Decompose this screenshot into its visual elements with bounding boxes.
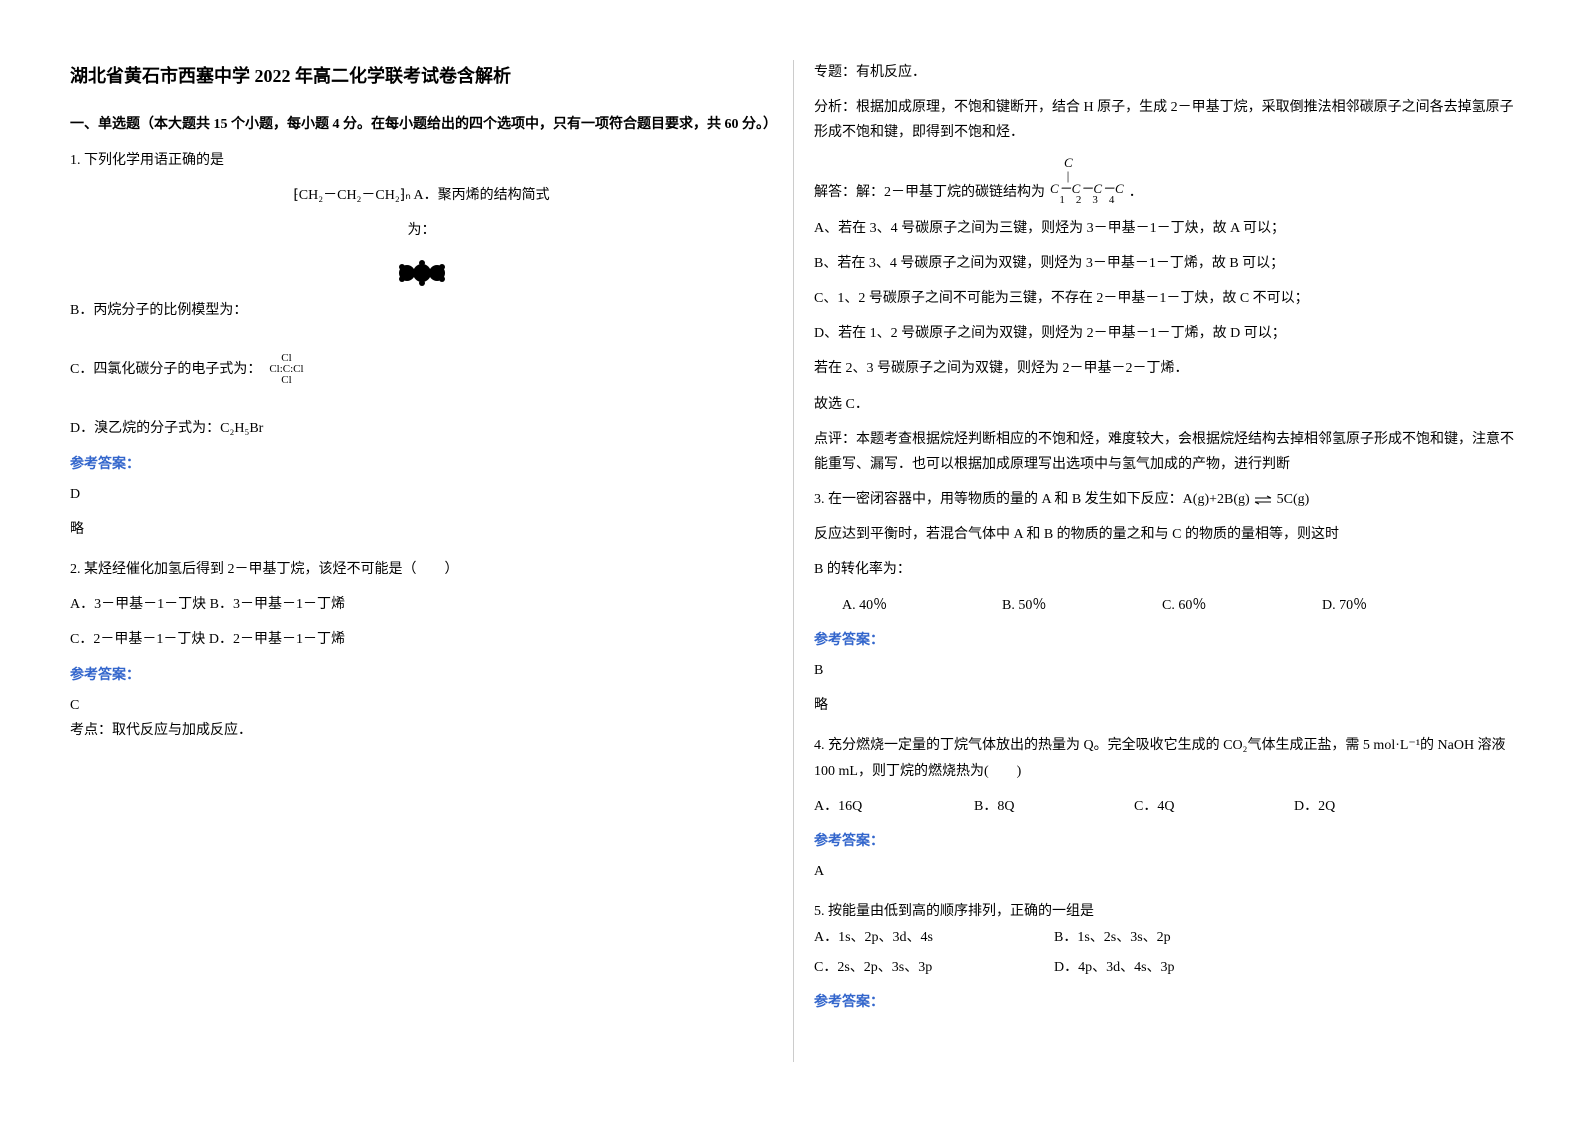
q4-answer-label: 参考答案：: [814, 829, 1517, 854]
q1-opt-b: B．丙烷分子的比例模型为：: [70, 298, 773, 323]
q5-answer-label: 参考答案：: [814, 990, 1517, 1015]
q3-explain: 略: [814, 693, 1517, 718]
q2-solve-row: 解答：解：2－甲基丁烷的碳链结构为 C | C－C－C－C 1 2 3 4 ．: [814, 156, 1517, 206]
q3-stem-l3: B 的转化率为：: [814, 557, 1517, 582]
q1-stem: 1. 下列化学用语正确的是: [70, 148, 773, 173]
q3-stem-l2: 反应达到平衡时，若混合气体中 A 和 B 的物质的量之和与 C 的物质的量相等，…: [814, 522, 1517, 547]
q5-opt-a: A．1s、2p、3d、4s: [814, 925, 1014, 950]
question-2: 2. 某烃经催化加氢后得到 2－甲基丁烷，该烃不可能是（ ） A．3－甲基－1－…: [70, 557, 773, 743]
q2-solve-prefix: 解答：解：2－甲基丁烷的碳链结构为: [814, 180, 1045, 205]
q3-opt-c: C. 60％: [1162, 593, 1282, 618]
q1-answer-label: 参考答案：: [70, 452, 773, 477]
q5-opts-cd: C．2s、2p、3s、3p D．4p、3d、4s、3p: [814, 955, 1517, 980]
propane-model-icon: [392, 253, 452, 293]
q1-opt-d: D．溴乙烷的分子式为：C₂H₅Br: [70, 416, 773, 441]
q4-options: A．16Q B．8Q C．4Q D．2Q: [814, 794, 1517, 819]
q5-stem: 5. 按能量由低到高的顺序排列，正确的一组是: [814, 899, 1517, 924]
chain-top: C: [1050, 156, 1124, 169]
q3-stem-p2: 5C(g): [1277, 492, 1310, 507]
q2-sol-extra: 若在 2、3 号碳原子之间为双键，则烃为 2－甲基－2－丁烯．: [814, 356, 1517, 381]
q1-model-svg: [70, 253, 773, 293]
question-4: 4. 充分燃烧一定量的丁烷气体放出的热量为 Q。完全吸收它生成的 CO₂气体生成…: [814, 733, 1517, 884]
q2-so: 故选 C．: [814, 392, 1517, 417]
q1-opt-a-suffix2: 为：: [70, 218, 773, 243]
q2-opt-b: B．3－甲基－1－丁烯: [210, 597, 345, 612]
q1-answer: D: [70, 482, 773, 507]
exam-title: 湖北省黄石市西塞中学 2022 年高二化学联考试卷含解析: [70, 60, 773, 92]
section-1-header: 一、单选题（本大题共 15 个小题，每小题 4 分。在每小题给出的四个选项中，只…: [70, 112, 773, 137]
q4-stem: 4. 充分燃烧一定量的丁烷气体放出的热量为 Q。完全吸收它生成的 CO₂气体生成…: [814, 733, 1517, 783]
equilibrium-arrow-icon: [1253, 495, 1273, 505]
q5-opt-d: D．4p、3d、4s、3p: [1054, 955, 1175, 980]
q2-sol-b: B、若在 3、4 号碳原子之间为双键，则烃为 3－甲基－1－丁烯，故 B 可以；: [814, 251, 1517, 276]
q1-explain: 略: [70, 517, 773, 542]
ccl4-electron-formula: Cl Cl:C:Cl Cl: [269, 353, 303, 386]
question-5: 5. 按能量由低到高的顺序排列，正确的一组是 A．1s、2p、3d、4s B．1…: [814, 899, 1517, 1015]
q3-answer: B: [814, 658, 1517, 683]
left-column: 湖北省黄石市西塞中学 2022 年高二化学联考试卷含解析 一、单选题（本大题共 …: [50, 60, 794, 1062]
q4-opt-b: B．8Q: [974, 794, 1094, 819]
q2-sol-a: A、若在 3、4 号碳原子之间为三键，则烃为 3－甲基－1－丁炔，故 A 可以；: [814, 216, 1517, 241]
q5-opts-ab: A．1s、2p、3d、4s B．1s、2s、3s、2p: [814, 925, 1517, 950]
q5-opt-b: B．1s、2s、3s、2p: [1054, 925, 1174, 950]
q3-options: A. 40％ B. 50％ C. 60％ D. 70％: [814, 593, 1517, 618]
q2-opt-a: A．3－甲基－1－丁炔: [70, 597, 206, 612]
q3-opt-b: B. 50％: [1002, 593, 1122, 618]
q1-option-a-formula: ⁅CH₂－CH₂－CH₂⁆ₙ A．聚丙烯的结构简式: [70, 183, 773, 208]
polypropylene-formula: ⁅CH₂－CH₂－CH₂⁆ₙ: [293, 183, 411, 208]
q2-opt-c: C．2－甲基－1－丁炔: [70, 632, 205, 647]
q2-sol-c: C、1、2 号碳原子之间不可能为三键，不存在 2－甲基－1－丁炔，故 C 不可以…: [814, 286, 1517, 311]
period: ．: [1129, 180, 1143, 205]
q2-opts-cd: C．2－甲基－1－丁炔 D．2－甲基－1－丁烯: [70, 627, 773, 652]
q3-answer-label: 参考答案：: [814, 628, 1517, 653]
q4-opt-c: C．4Q: [1134, 794, 1254, 819]
q2-topic: 专题：有机反应．: [814, 60, 1517, 85]
q3-opt-a: A. 40％: [842, 593, 962, 618]
question-3: 3. 在一密闭容器中，用等物质的量的 A 和 B 发生如下反应：A(g)+2B(…: [814, 487, 1517, 718]
q2-answer-label: 参考答案：: [70, 663, 773, 688]
question-1: 1. 下列化学用语正确的是 ⁅CH₂－CH₂－CH₂⁆ₙ A．聚丙烯的结构简式 …: [70, 148, 773, 543]
q3-stem: 3. 在一密闭容器中，用等物质的量的 A 和 B 发生如下反应：A(g)+2B(…: [814, 487, 1517, 512]
q4-opt-a: A．16Q: [814, 794, 934, 819]
right-column: 专题：有机反应． 分析：根据加成原理，不饱和键断开，结合 H 原子，生成 2－甲…: [794, 60, 1537, 1062]
q2-answer: C: [70, 693, 773, 718]
q5-opt-c: C．2s、2p、3s、3p: [814, 955, 1014, 980]
q2-review: 点评：本题考查根据烷烃判断相应的不饱和烃，难度较大，会根据烷烃结构去掉相邻氢原子…: [814, 427, 1517, 477]
q3-stem-p1: 3. 在一密闭容器中，用等物质的量的 A 和 B 发生如下反应：A(g)+2B(…: [814, 492, 1253, 507]
q1-opt-a-text: A．聚丙烯的结构简式: [414, 188, 550, 203]
q2-opts-ab: A．3－甲基－1－丁炔 B．3－甲基－1－丁烯: [70, 592, 773, 617]
chain-bond: |: [1050, 169, 1124, 182]
q2-stem: 2. 某烃经催化加氢后得到 2－甲基丁烷，该烃不可能是（ ）: [70, 557, 773, 582]
carbon-chain-structure: C | C－C－C－C 1 2 3 4: [1050, 156, 1124, 206]
q1-opt-c-text: C．四氯化碳分子的电子式为：: [70, 357, 261, 382]
q2-analyze: 分析：根据加成原理，不饱和键断开，结合 H 原子，生成 2－甲基丁烷，采取倒推法…: [814, 95, 1517, 145]
q4-answer: A: [814, 859, 1517, 884]
q2-sol-d: D、若在 1、2 号碳原子之间为双键，则烃为 2－甲基－1－丁烯，故 D 可以；: [814, 321, 1517, 346]
chain-nums: 1 2 3 4: [1050, 195, 1124, 206]
q2-opt-d: D．2－甲基－1－丁烯: [209, 632, 345, 647]
q3-opt-d: D. 70％: [1322, 593, 1442, 618]
chain-mid: C－C－C－C: [1050, 182, 1124, 195]
q1-opt-c-row: C．四氯化碳分子的电子式为： Cl Cl:C:Cl Cl: [70, 353, 773, 386]
q2-analysis-label: 考点：取代反应与加成反应．: [70, 718, 773, 743]
q4-opt-d: D．2Q: [1294, 794, 1414, 819]
ccl4-bot: Cl: [269, 375, 303, 386]
